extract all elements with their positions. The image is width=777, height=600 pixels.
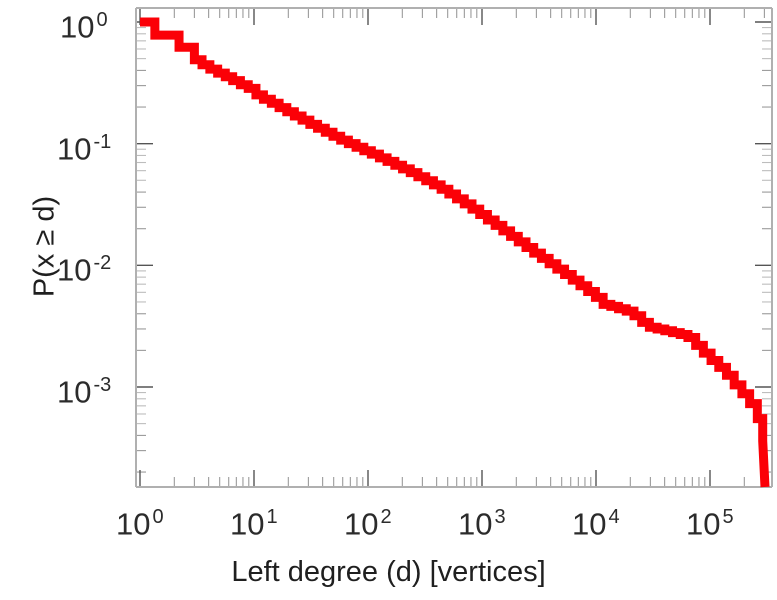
x-tick-label-0: 10 0 xyxy=(116,506,164,542)
y-axis-title: P(x ≥ d) xyxy=(28,195,61,298)
x-tick-label-4: 10 4 xyxy=(572,506,620,542)
y-axis-minor-ticks xyxy=(136,27,772,473)
x-tick-label-3: 10 3 xyxy=(458,506,506,542)
y-tick-label-2: 10 -2 xyxy=(57,252,112,288)
x-axis-title: Left degree (d) [vertices] xyxy=(231,556,546,588)
x-axis-major-ticks xyxy=(139,8,711,487)
x-tick-label-2: 10 2 xyxy=(344,506,392,542)
y-tick-label-1: 10 -1 xyxy=(57,130,112,166)
x-tick-label-1: 10 1 xyxy=(230,506,278,542)
y-tick-label-0: 10 0 xyxy=(60,9,108,45)
y-tick-label-3: 10 -3 xyxy=(57,374,112,410)
x-tick-label-5: 10 5 xyxy=(686,506,734,542)
data-series-ccdf-line xyxy=(140,17,770,488)
x-axis-minor-ticks xyxy=(173,8,765,487)
